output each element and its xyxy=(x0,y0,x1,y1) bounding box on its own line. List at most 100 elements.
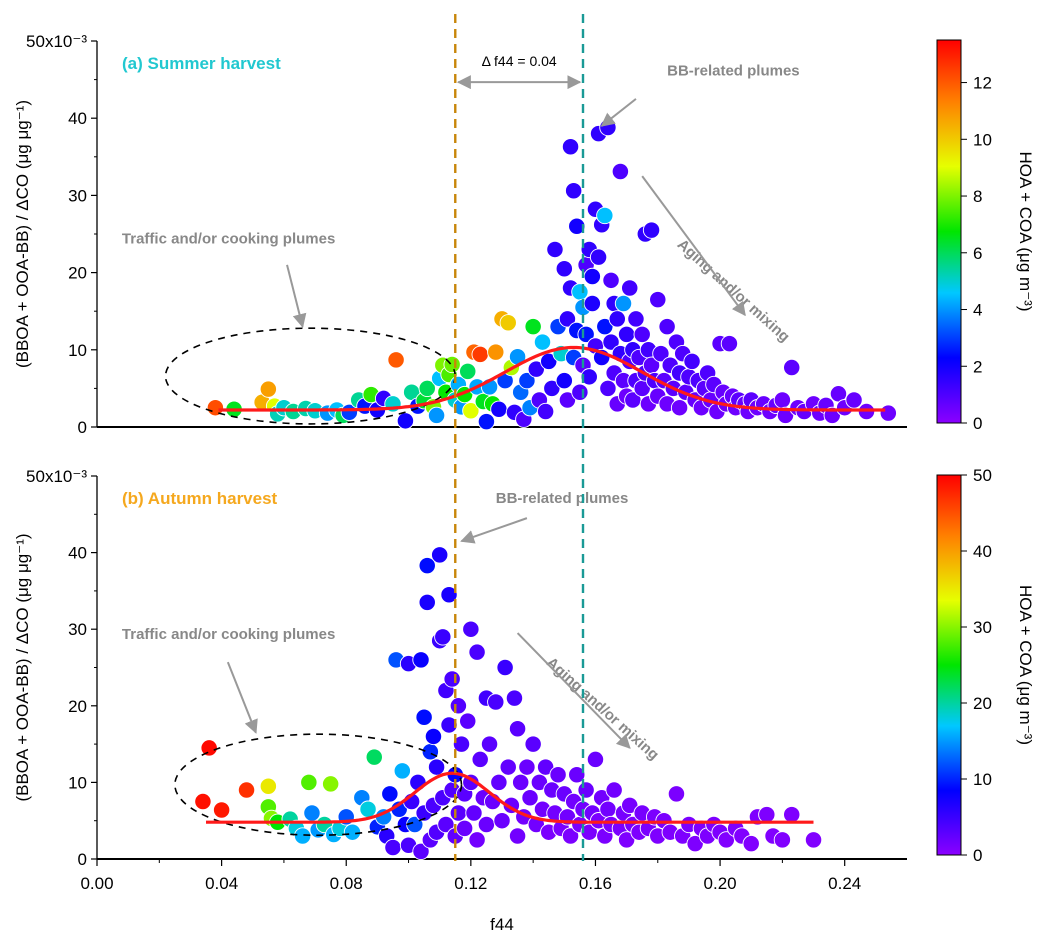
data-point xyxy=(580,368,598,386)
colorbar-tick-label: 8 xyxy=(973,187,982,206)
annotation-arrow xyxy=(516,632,631,749)
colorbar-tick-label: 0 xyxy=(973,846,982,865)
overlay: Δ f44 = 0.04 0.00 0.04 0.08 0.12 0.16 0.20 0.24… xyxy=(80,14,861,934)
data-point xyxy=(237,781,256,799)
x-tick-label: 0.20 xyxy=(704,874,737,893)
colorbar xyxy=(936,39,962,424)
annotation-label: BB-related plumes xyxy=(496,490,629,507)
data-point xyxy=(549,766,567,784)
data-point xyxy=(543,379,561,398)
annotation-arrow xyxy=(286,264,307,328)
data-point xyxy=(546,240,564,259)
y-tick-label: 40 xyxy=(68,544,87,563)
x-tick-label: 0.16 xyxy=(579,874,612,893)
data-point xyxy=(521,789,539,807)
colorbar-label: HOA + COA (μg m⁻³) xyxy=(1016,585,1035,745)
cluster-ellipse xyxy=(174,733,463,837)
data-point xyxy=(440,586,458,604)
data-point xyxy=(303,804,321,822)
data-point xyxy=(536,758,555,776)
x-tick-label: 0.24 xyxy=(828,874,861,893)
data-point xyxy=(540,352,558,371)
data-point xyxy=(468,643,486,661)
data-point xyxy=(617,831,636,849)
data-point xyxy=(533,333,552,351)
data-point xyxy=(530,773,549,792)
annotation-label: Aging and/or mixing xyxy=(674,236,793,346)
data-point xyxy=(773,831,792,849)
data-point xyxy=(449,697,468,715)
annotation-label: Traffic and/or cooking plumes xyxy=(122,230,335,247)
data-point xyxy=(518,372,536,390)
data-point xyxy=(536,402,555,421)
data-point xyxy=(845,391,863,409)
data-point xyxy=(343,823,362,841)
annotation-arrow xyxy=(226,661,258,734)
data-point xyxy=(300,773,318,792)
data-point xyxy=(571,383,589,401)
data-point xyxy=(524,735,542,753)
y-tick-label: 10 xyxy=(68,341,87,360)
data-point xyxy=(381,785,399,803)
data-point xyxy=(776,406,795,425)
data-point xyxy=(742,835,760,853)
x-tick-label: 0.12 xyxy=(454,874,487,893)
colorbar xyxy=(936,474,962,856)
y-tick-label: 20 xyxy=(68,697,87,716)
colorbar-tick-label: 10 xyxy=(973,130,992,149)
y-tick-label: 10 xyxy=(68,773,87,792)
colorbar-tick-label: 4 xyxy=(973,301,982,320)
data-point xyxy=(602,333,620,351)
data-point xyxy=(440,716,458,734)
data-point xyxy=(683,352,701,371)
data-point xyxy=(431,546,449,564)
data-point xyxy=(493,812,511,830)
data-point xyxy=(649,290,667,309)
data-point xyxy=(508,720,527,738)
data-point xyxy=(465,804,483,822)
data-point xyxy=(212,801,231,819)
data-point xyxy=(583,294,601,313)
y-axis-label: (BBOA + OOA-BB) / ΔCO (μg μg⁻¹) xyxy=(13,533,32,801)
annotation-label: Aging and/or mixing xyxy=(543,654,662,764)
colorbar-label: HOA + COA (μg m⁻³) xyxy=(1016,152,1035,312)
y-tick-label: 30 xyxy=(68,620,87,639)
colorbar-tick-label: 10 xyxy=(973,770,992,789)
y-tick-label: 50x10⁻³ xyxy=(26,32,87,51)
data-point xyxy=(555,260,573,278)
data-point xyxy=(686,835,704,853)
data-point xyxy=(614,294,633,313)
data-point xyxy=(599,800,617,818)
data-point xyxy=(508,827,527,845)
data-point xyxy=(596,317,614,336)
data-point xyxy=(565,182,583,200)
data-point xyxy=(611,162,630,181)
annotation-arrow xyxy=(641,175,746,317)
y-tick-label: 20 xyxy=(68,264,87,283)
annotation-label: BB-related plumes xyxy=(667,63,800,80)
annotation-arrow xyxy=(460,517,528,544)
data-point xyxy=(384,838,402,857)
data-point xyxy=(468,831,486,849)
data-point xyxy=(608,310,626,328)
data-point xyxy=(621,796,639,815)
data-point xyxy=(194,792,212,811)
data-point xyxy=(667,785,686,803)
panel-b: 0 10 20 30 40 50x10⁻³ (BBOA + OOA-BB) / ΔCO (μ… xyxy=(13,466,1035,869)
data-point xyxy=(449,804,468,822)
data-point xyxy=(477,412,496,431)
data-point xyxy=(490,400,508,418)
data-point xyxy=(462,620,480,638)
data-point xyxy=(322,775,340,793)
colorbar-tick-label: 20 xyxy=(973,694,992,713)
data-point xyxy=(499,758,517,776)
data-point xyxy=(505,689,524,707)
data-point xyxy=(879,404,897,422)
data-point xyxy=(783,358,801,377)
data-point xyxy=(480,735,499,753)
data-point xyxy=(589,248,608,266)
data-point xyxy=(459,712,477,730)
data-point xyxy=(455,819,474,838)
